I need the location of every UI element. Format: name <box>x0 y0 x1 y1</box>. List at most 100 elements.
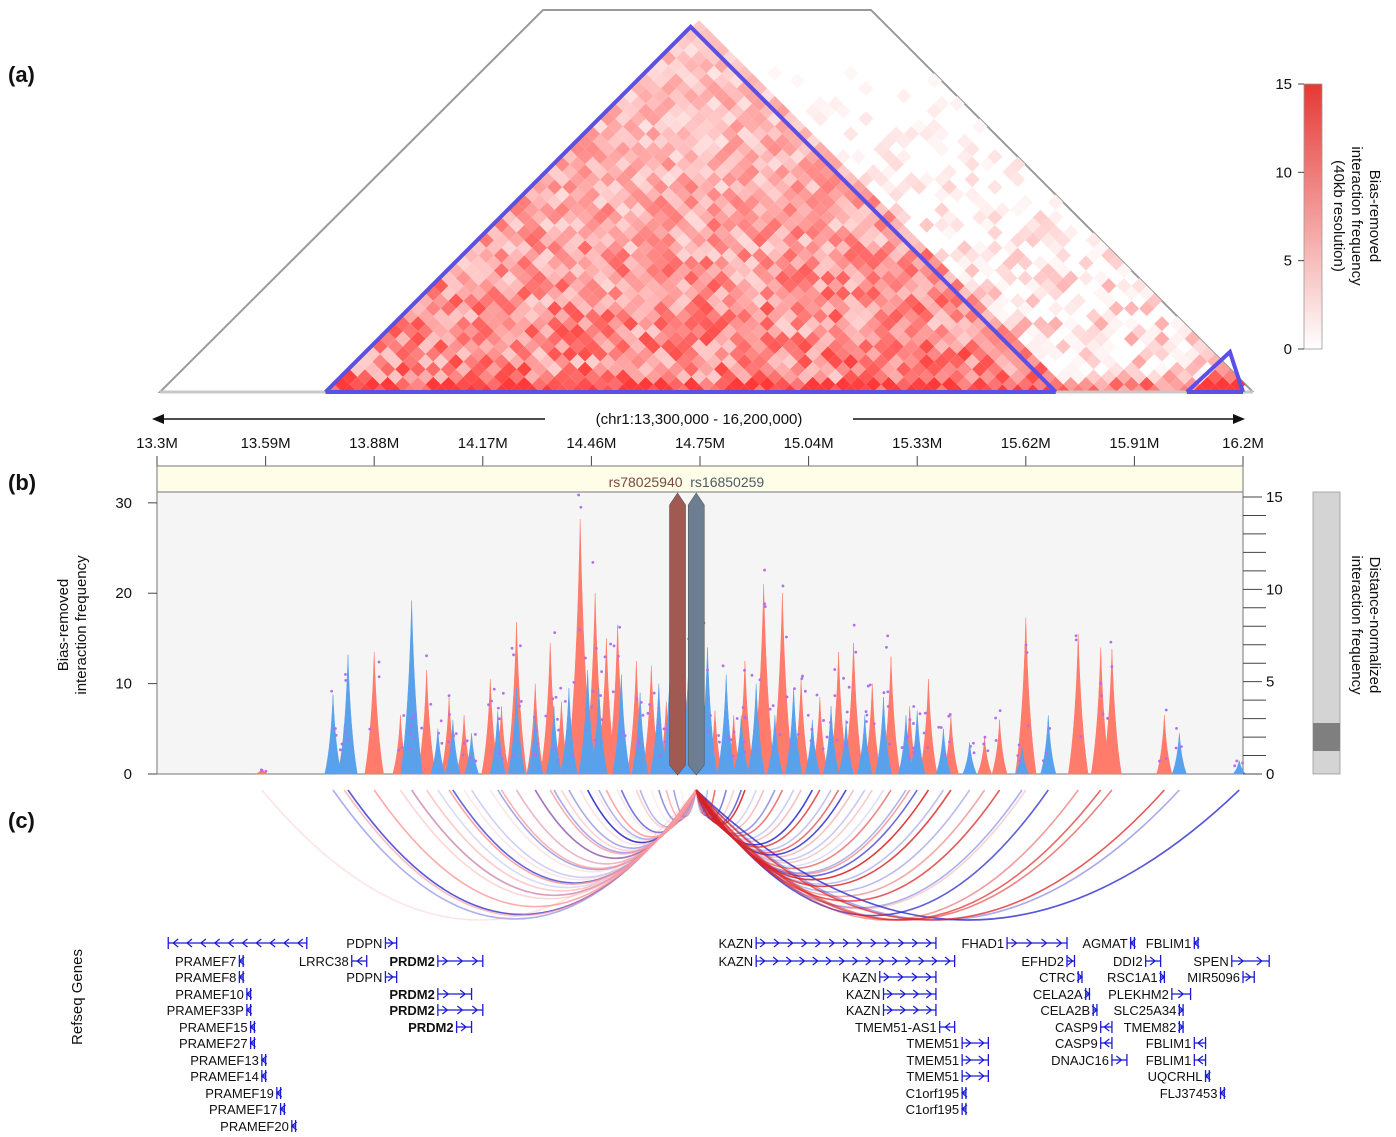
heatmap-cell <box>964 156 980 172</box>
heatmap-cell <box>547 194 563 210</box>
heatmap-cell <box>691 80 707 96</box>
heatmap-cell <box>972 285 988 301</box>
heatmap-cell <box>736 232 753 248</box>
heatmap-cell <box>873 338 889 355</box>
heatmap-cell <box>668 209 684 226</box>
heatmap-cell <box>585 293 601 309</box>
heatmap-cell <box>531 361 548 377</box>
heatmap-cell <box>896 331 912 347</box>
heatmap-cell <box>911 316 927 332</box>
interaction-dot <box>885 645 888 649</box>
heatmap-cell <box>827 217 844 233</box>
interaction-dot <box>835 738 839 742</box>
heatmap-cell <box>919 171 935 188</box>
interaction-dot <box>1099 682 1103 685</box>
strand-arrow-icon <box>812 956 819 966</box>
gene-label: FBLIM1 <box>1146 1036 1192 1051</box>
heatmap-cell <box>752 369 768 385</box>
strand-arrow-icon <box>1041 938 1048 948</box>
interaction-arc <box>695 789 1165 921</box>
heatmap-cell <box>888 232 904 248</box>
heatmap-cell <box>706 278 722 294</box>
heatmap-cell <box>554 217 570 233</box>
heatmap-cell <box>843 65 859 81</box>
strand-arrow-icon <box>260 1055 268 1065</box>
heatmap-cell <box>759 316 775 332</box>
heatmap-cell <box>645 278 661 294</box>
heatmap-cell <box>698 361 715 377</box>
heatmap-cell <box>691 338 707 355</box>
heatmap-cell <box>653 179 669 195</box>
interaction-dot <box>497 752 501 756</box>
heatmap-cell <box>630 187 646 203</box>
interaction-dot <box>923 711 927 715</box>
heatmap-cell <box>858 369 874 385</box>
heatmap-cell <box>676 232 692 248</box>
heatmap-cell <box>668 103 684 119</box>
heatmap-cell <box>1048 270 1064 286</box>
interaction-dot <box>1079 735 1083 738</box>
heatmap-cell <box>767 187 783 203</box>
interaction-dot <box>612 644 616 648</box>
heatmap-cell <box>805 316 821 332</box>
heatmap-cell <box>554 202 570 218</box>
heatmap-cell <box>638 225 654 241</box>
heatmap-cell <box>858 80 874 96</box>
interaction-dot <box>347 738 350 742</box>
heatmap-cell <box>501 361 517 377</box>
heatmap-cell <box>820 346 836 362</box>
interaction-dot <box>518 704 521 708</box>
heatmap-cell <box>653 103 669 119</box>
heatmap-cell <box>531 225 548 241</box>
interaction-dot <box>922 731 926 735</box>
heatmap-cell <box>706 232 722 248</box>
interaction-dot <box>1074 638 1078 642</box>
heatmap-cell <box>683 179 699 195</box>
heatmap-cell <box>645 354 661 370</box>
interaction-arc <box>695 789 840 854</box>
gene-item: UQCRHL <box>1148 1069 1211 1084</box>
gene-item: PRAMEF13 <box>190 1053 268 1068</box>
heatmap-cell <box>759 118 775 134</box>
interaction-dot <box>864 710 868 713</box>
heatmap-cell <box>607 270 624 286</box>
heatmap-cell <box>736 187 753 203</box>
heatmap-cell <box>698 58 715 74</box>
heatmap-cell <box>501 316 517 332</box>
interaction-arc <box>579 789 697 846</box>
profile-peak <box>856 715 873 775</box>
heatmap-cell <box>683 316 699 332</box>
heatmap-cell <box>1215 361 1231 377</box>
heatmap-cell <box>668 179 684 195</box>
heatmap-cell <box>577 179 593 195</box>
gene-item: PRDM2 <box>408 1020 473 1035</box>
heatmap-cell <box>858 232 874 248</box>
interaction-dot <box>657 722 661 726</box>
heatmap-cell <box>638 209 654 226</box>
heatmap-cell <box>516 225 532 241</box>
gene-item: PLEKHM2 <box>1108 987 1192 1002</box>
heatmap-cell <box>1123 300 1140 317</box>
heatmap-cell <box>979 247 995 263</box>
heatmap-cell <box>820 316 836 332</box>
interaction-dot <box>1235 759 1239 763</box>
strand-arrow-icon <box>897 938 905 948</box>
gene-label: TMEM51 <box>906 1069 959 1084</box>
gene-label: RSC1A1 <box>1107 970 1158 985</box>
heatmap-cell <box>843 369 859 385</box>
heatmap-cell <box>660 111 677 127</box>
strand-arrow-icon <box>865 956 872 966</box>
heatmap-cell <box>714 316 730 332</box>
heatmap-cell <box>706 338 722 355</box>
heatmap-cell <box>585 171 601 188</box>
interaction-dot <box>635 697 639 701</box>
interaction-dot <box>474 759 478 763</box>
heatmap-cell <box>645 65 661 81</box>
heatmap-cell <box>638 255 654 271</box>
heatmap-cell <box>850 179 866 195</box>
gene-item: LRRC38 <box>299 954 368 969</box>
heatmap-cell <box>881 270 897 286</box>
heatmap-cell <box>752 80 768 96</box>
gene-item: KAZN <box>719 954 956 969</box>
